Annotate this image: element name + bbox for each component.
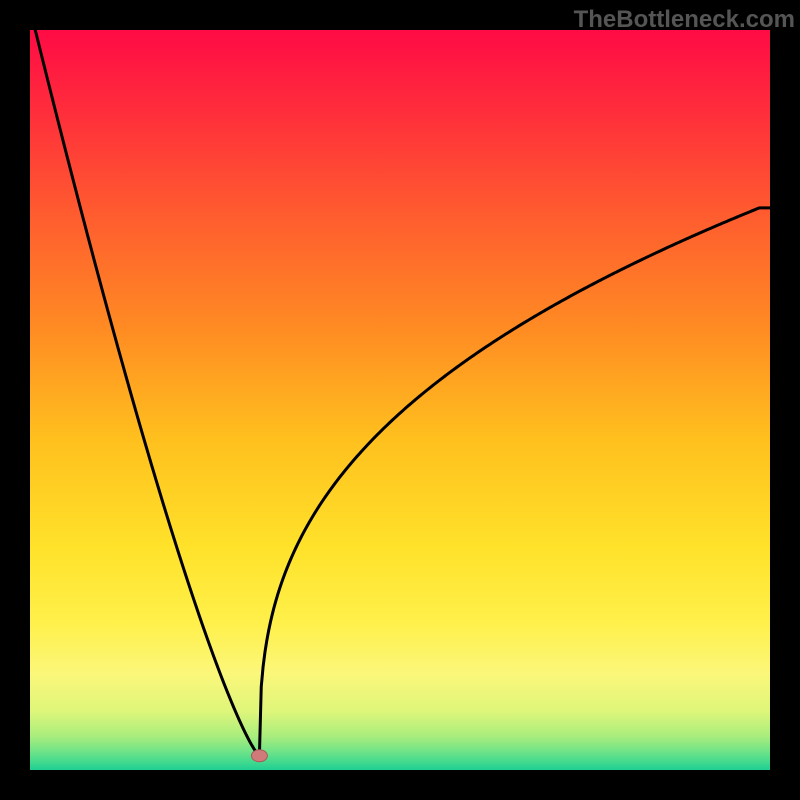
chart-container: TheBottleneck.com [0, 0, 800, 800]
bottleneck-chart [0, 0, 800, 800]
watermark-text: TheBottleneck.com [574, 6, 795, 34]
plot-background [30, 30, 770, 770]
bottleneck-marker [251, 750, 267, 762]
